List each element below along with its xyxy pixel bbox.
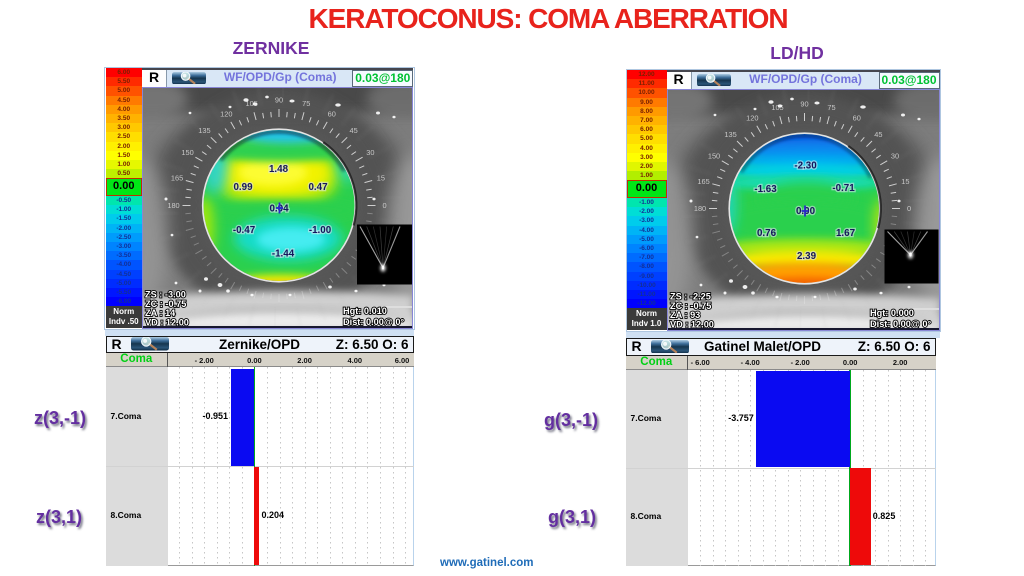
svg-text:60: 60 (328, 109, 336, 118)
svg-text:150: 150 (707, 151, 719, 160)
svg-text:120: 120 (746, 113, 758, 122)
svg-text:30: 30 (890, 151, 898, 160)
svg-text:0.47: 0.47 (308, 182, 328, 193)
svg-text:30: 30 (366, 148, 374, 157)
svg-text:45: 45 (349, 126, 357, 135)
svg-text:Hgt: 0.000: Hgt: 0.000 (870, 308, 914, 318)
svg-text:1.48: 1.48 (269, 164, 289, 175)
svg-text:Hgt: 0.010: Hgt: 0.010 (343, 306, 387, 316)
svg-text:120: 120 (220, 109, 232, 118)
svg-text:-1.00: -1.00 (309, 225, 332, 236)
svg-text:75: 75 (302, 98, 310, 107)
svg-text:ZS : -3.00: ZS : -3.00 (145, 289, 186, 299)
svg-text:VD : 12.00: VD : 12.00 (145, 317, 189, 327)
svg-text:ZC : -0.75: ZC : -0.75 (145, 298, 186, 308)
svg-text:0: 0 (906, 203, 910, 212)
svg-text:180: 180 (167, 200, 179, 209)
svg-text:2.39: 2.39 (796, 251, 816, 262)
svg-text:ZA : 14: ZA : 14 (145, 308, 176, 318)
svg-text:ZS : -2.25: ZS : -2.25 (670, 291, 711, 301)
svg-text:-1.63: -1.63 (754, 184, 777, 195)
svg-text:Dist: 0.00@ 0°: Dist: 0.00@ 0° (343, 317, 404, 327)
svg-text:1.67: 1.67 (835, 228, 855, 239)
svg-text:60: 60 (852, 113, 860, 122)
svg-text:ZC : -0.75: ZC : -0.75 (670, 300, 711, 310)
svg-text:150: 150 (181, 148, 193, 157)
svg-text:135: 135 (198, 126, 210, 135)
svg-text:ZA : 93: ZA : 93 (670, 310, 700, 320)
svg-text:-1.44: -1.44 (272, 248, 295, 259)
svg-text:-0.71: -0.71 (832, 183, 855, 194)
svg-text:0.76: 0.76 (756, 228, 776, 239)
svg-text:45: 45 (874, 129, 882, 138)
svg-text:VD : 12.00: VD : 12.00 (670, 319, 714, 329)
svg-text:105: 105 (246, 98, 258, 107)
svg-text:180: 180 (693, 203, 705, 212)
svg-text:-0.47: -0.47 (233, 225, 256, 236)
svg-text:0: 0 (382, 200, 386, 209)
svg-text:15: 15 (901, 176, 909, 185)
svg-text:105: 105 (771, 102, 783, 111)
svg-text:90: 90 (275, 95, 283, 104)
svg-text:15: 15 (377, 173, 385, 182)
svg-text:75: 75 (827, 102, 835, 111)
svg-text:-2.30: -2.30 (794, 160, 817, 171)
svg-text:90: 90 (800, 99, 808, 108)
svg-text:Dist: 0.00@ 0°: Dist: 0.00@ 0° (870, 319, 931, 329)
svg-text:165: 165 (171, 173, 183, 182)
svg-text:135: 135 (724, 129, 736, 138)
svg-text:165: 165 (697, 176, 709, 185)
svg-text:0.99: 0.99 (233, 182, 253, 193)
